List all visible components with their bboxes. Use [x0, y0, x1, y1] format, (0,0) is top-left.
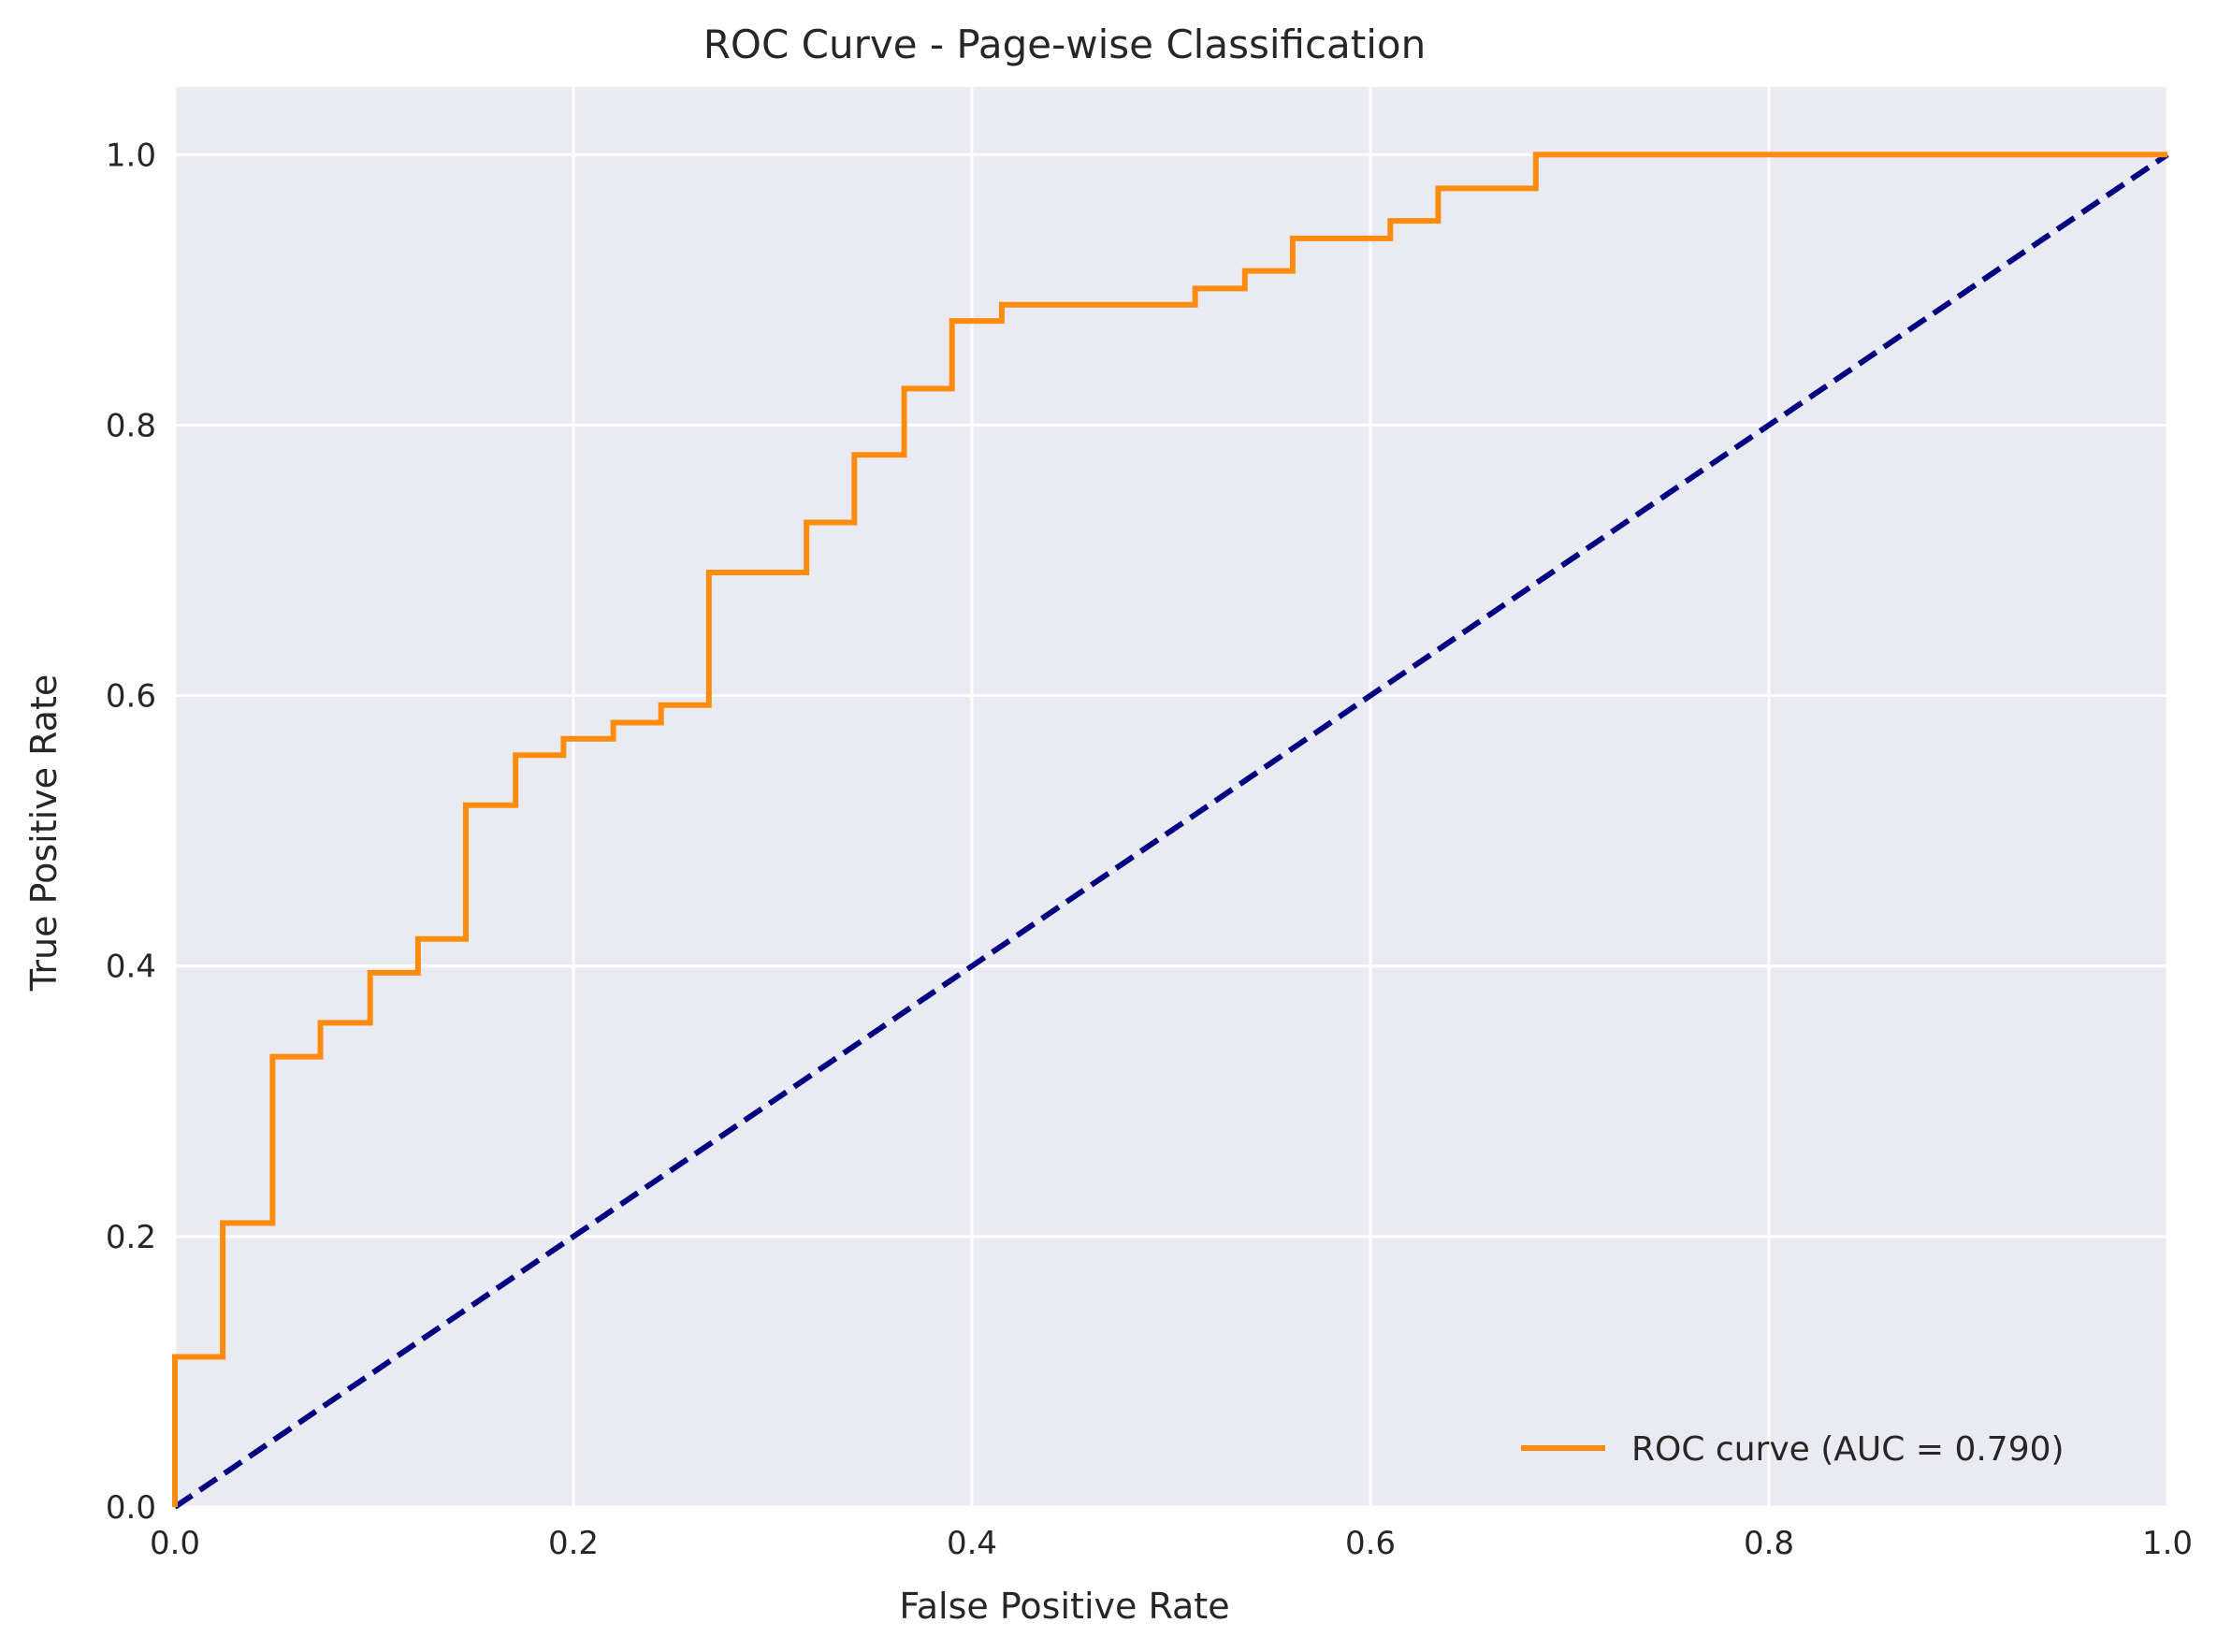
y-tick-label: 1.0 — [106, 137, 156, 174]
x-tick-label: 0.4 — [947, 1525, 997, 1562]
x-tick-label: 1.0 — [2142, 1525, 2193, 1562]
chart-title: ROC Curve - Page-wise Classification — [703, 22, 1427, 67]
y-tick-label: 0.8 — [106, 407, 156, 444]
x-tick-label: 0.8 — [1744, 1525, 1794, 1562]
y-tick-label: 0.4 — [106, 949, 156, 986]
y-tick-label: 0.2 — [106, 1219, 156, 1256]
series-layer — [172, 152, 2169, 1510]
x-tick-label: 0.6 — [1345, 1525, 1396, 1562]
plot-area — [175, 87, 2167, 1507]
series-line-roc-curve — [172, 152, 2167, 1507]
legend: ROC curve (AUC = 0.790) — [1521, 1430, 2065, 1469]
series-line-diagonal-reference — [173, 152, 2169, 1510]
y-tick-label: 0.6 — [106, 678, 156, 716]
x-tick-label: 0.0 — [150, 1525, 200, 1562]
y-axis-label: True Positive Rate — [23, 674, 65, 993]
x-axis-label: False Positive Rate — [899, 1586, 1229, 1627]
legend-label-roc-curve: ROC curve (AUC = 0.790) — [1631, 1430, 2065, 1469]
x-tick-label: 0.2 — [548, 1525, 599, 1562]
y-tick-label: 0.0 — [106, 1489, 156, 1527]
tick-labels: 0.0 0.2 0.4 0.6 0.8 1.0 0.0 0.2 0.4 0.6 0.8 1.0 — [106, 137, 2193, 1562]
